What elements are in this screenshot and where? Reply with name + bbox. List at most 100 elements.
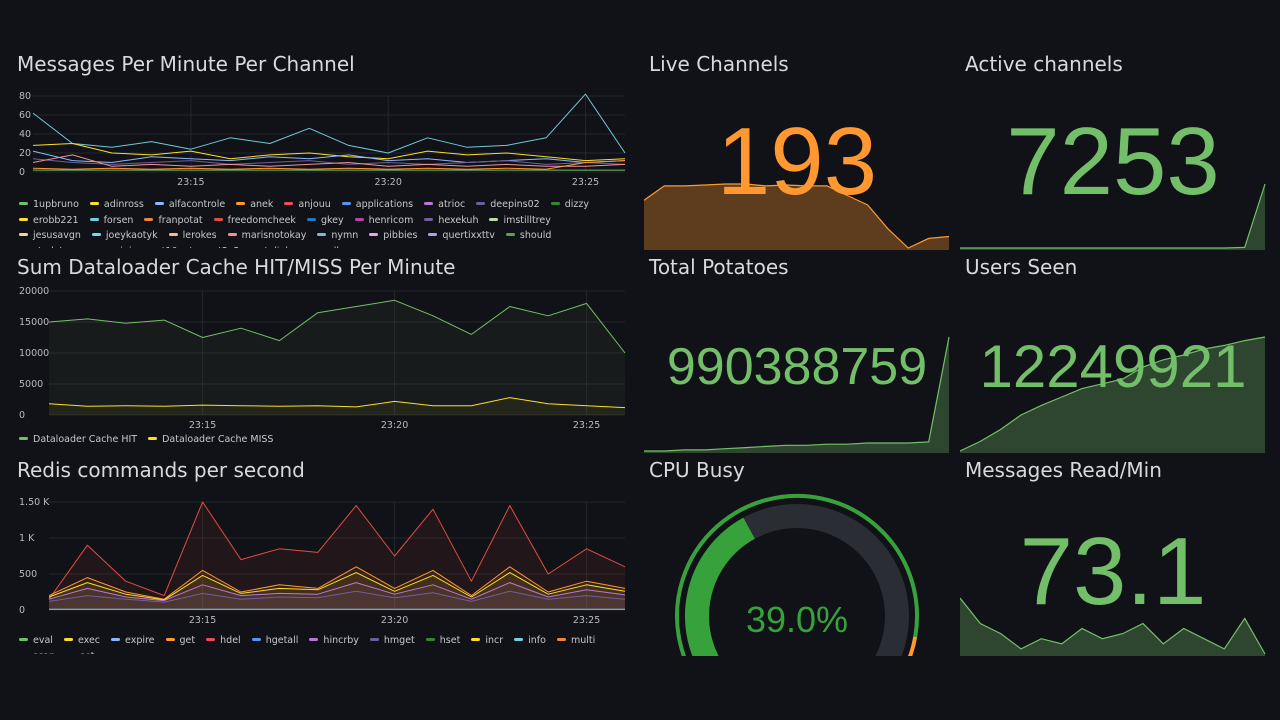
legend-item[interactable]: exec: [63, 633, 100, 649]
legend-swatch: [227, 233, 237, 236]
series-line: [32, 143, 626, 162]
legend-item[interactable]: valkyrae: [308, 244, 362, 249]
legend-item[interactable]: pibbies: [369, 228, 417, 244]
legend-item[interactable]: hdel: [206, 633, 241, 649]
legend-item[interactable]: deepins02: [476, 197, 540, 213]
y-tick-label: 1.50 K: [19, 498, 50, 508]
legend-item[interactable]: studytme: [19, 244, 78, 249]
legend-item[interactable]: lerokes: [168, 228, 217, 244]
messages-per-minute-panel[interactable]: Messages Per Minute Per Channel 80 60 40 20…: [17, 52, 629, 248]
legend-item[interactable]: franpotat: [144, 213, 203, 229]
legend-item[interactable]: applications: [341, 197, 413, 213]
x-tick-label: 23:15: [189, 615, 216, 626]
legend-item[interactable]: t10nat: [148, 244, 193, 249]
sparkline-line: [960, 183, 1266, 249]
legend-label: hmget: [383, 635, 415, 646]
y-tick-label: 15000: [19, 317, 49, 328]
legend-item[interactable]: Dataloader Cache MISS: [148, 432, 273, 448]
legend-item[interactable]: freedomcheek: [213, 213, 296, 229]
legend-item[interactable]: hincrby: [309, 633, 359, 649]
legend-swatch: [251, 638, 261, 641]
series-line: [32, 154, 626, 167]
legend-label: set: [80, 651, 95, 655]
cpu-busy-panel[interactable]: CPU Busy 39.0%: [644, 458, 950, 656]
legend-item[interactable]: eval: [19, 633, 53, 649]
legend-item[interactable]: forsen: [89, 213, 133, 229]
series-line: [48, 299, 626, 354]
legend-item[interactable]: henricom: [354, 213, 413, 229]
legend-swatch: [154, 202, 164, 205]
legend-item[interactable]: incr: [471, 633, 503, 649]
y-tick-label: 20: [19, 148, 31, 159]
legend-swatch: [369, 638, 379, 641]
live-channels-panel[interactable]: Live Channels 193: [644, 52, 950, 250]
legend-label: t2x2: [218, 246, 239, 249]
legend-item[interactable]: alfacontrole: [154, 197, 225, 213]
legend-item[interactable]: quertixxttv: [428, 228, 495, 244]
legend-item[interactable]: t2x2: [204, 244, 239, 249]
legend-item[interactable]: gkey: [306, 213, 344, 229]
sparkline-line: [644, 183, 950, 249]
legend-item[interactable]: adinross: [89, 197, 144, 213]
legend-swatch: [236, 202, 246, 205]
legend-item[interactable]: hmget: [369, 633, 415, 649]
y-tick-label: 10000: [19, 348, 49, 359]
legend-item[interactable]: should: [505, 228, 551, 244]
legend-swatch: [341, 202, 351, 205]
total-potatoes-panel[interactable]: Total Potatoes 990388759: [644, 255, 950, 453]
users-seen-panel[interactable]: Users Seen 12249921: [960, 255, 1266, 453]
redis-commands-panel[interactable]: Redis commands per second 1.50 K 1 K 500 0 2…: [17, 458, 629, 654]
legend-swatch: [471, 638, 481, 641]
legend-item[interactable]: multi: [556, 633, 595, 649]
legend-item[interactable]: info: [514, 633, 546, 649]
users-seen-value: 12249921: [979, 333, 1247, 400]
legend-label: info: [528, 635, 546, 646]
legend-item[interactable]: anek: [236, 197, 273, 213]
legend-item[interactable]: get: [165, 633, 195, 649]
messages-chart[interactable]: 80 60 40 20 0 23:15 23:20 23:25: [17, 92, 629, 188]
messages-read-panel[interactable]: Messages Read/Min 73.1: [960, 458, 1266, 656]
redis-chart[interactable]: 1.50 K 1 K 500 0 23:15 23:20 23:25: [17, 498, 629, 626]
legend-swatch: [165, 638, 175, 641]
panel-title: Total Potatoes: [649, 255, 789, 279]
legend-swatch: [19, 202, 28, 205]
legend-label: hset: [439, 635, 461, 646]
series-line: [32, 150, 626, 163]
legend-item[interactable]: 1upbruno: [19, 197, 79, 213]
legend-item[interactable]: atrioc: [424, 197, 465, 213]
legend-label: atrioc: [438, 199, 466, 210]
legend-item[interactable]: joeykaotyk: [91, 228, 158, 244]
legend-item[interactable]: nymn: [317, 228, 358, 244]
legend-item[interactable]: jesusavgn: [19, 228, 81, 244]
legend-swatch: [89, 202, 99, 205]
legend-item[interactable]: hexekuh: [424, 213, 478, 229]
legend-item[interactable]: erobb221: [19, 213, 79, 229]
y-tick-label: 1 K: [19, 533, 35, 544]
legend-item[interactable]: set: [66, 649, 95, 655]
y-tick-label: 0: [19, 410, 25, 421]
legend-item[interactable]: hgetall: [251, 633, 299, 649]
legend-label: imstilltrey: [503, 214, 551, 226]
legend-label: hgetall: [265, 635, 299, 646]
legend-item[interactable]: marisnotokay: [227, 228, 306, 244]
legend-item[interactable]: dizzy: [550, 197, 589, 213]
gauge-value-arc: [685, 517, 756, 656]
live-channels-value: 193: [716, 108, 878, 215]
legend-item[interactable]: hset: [425, 633, 461, 649]
legend-item[interactable]: scan: [19, 649, 55, 654]
legend-label: lerokes: [182, 230, 217, 241]
active-channels-panel[interactable]: Active channels 7253: [960, 52, 1266, 250]
legend-item[interactable]: supinic: [89, 244, 137, 249]
legend-label: supinic: [103, 246, 137, 249]
cache-chart[interactable]: 20000 15000 10000 5000 0 23:15 23:20 23:25: [17, 287, 629, 431]
cpu-gauge: [675, 493, 919, 656]
x-tick-label: 23:25: [572, 177, 599, 188]
legend-item[interactable]: telinha: [251, 244, 298, 249]
cache-hit-miss-panel[interactable]: Sum Dataloader Cache HIT/MISS Per Minute…: [17, 255, 629, 451]
legend-item[interactable]: expire: [111, 633, 155, 649]
legend-label: quertixxttv: [442, 230, 495, 241]
legend-item[interactable]: imstilltrey: [489, 213, 551, 229]
legend-item[interactable]: xqc: [374, 244, 405, 249]
legend-item[interactable]: anjouu: [284, 197, 331, 213]
legend-item[interactable]: Dataloader Cache HIT: [19, 432, 137, 448]
